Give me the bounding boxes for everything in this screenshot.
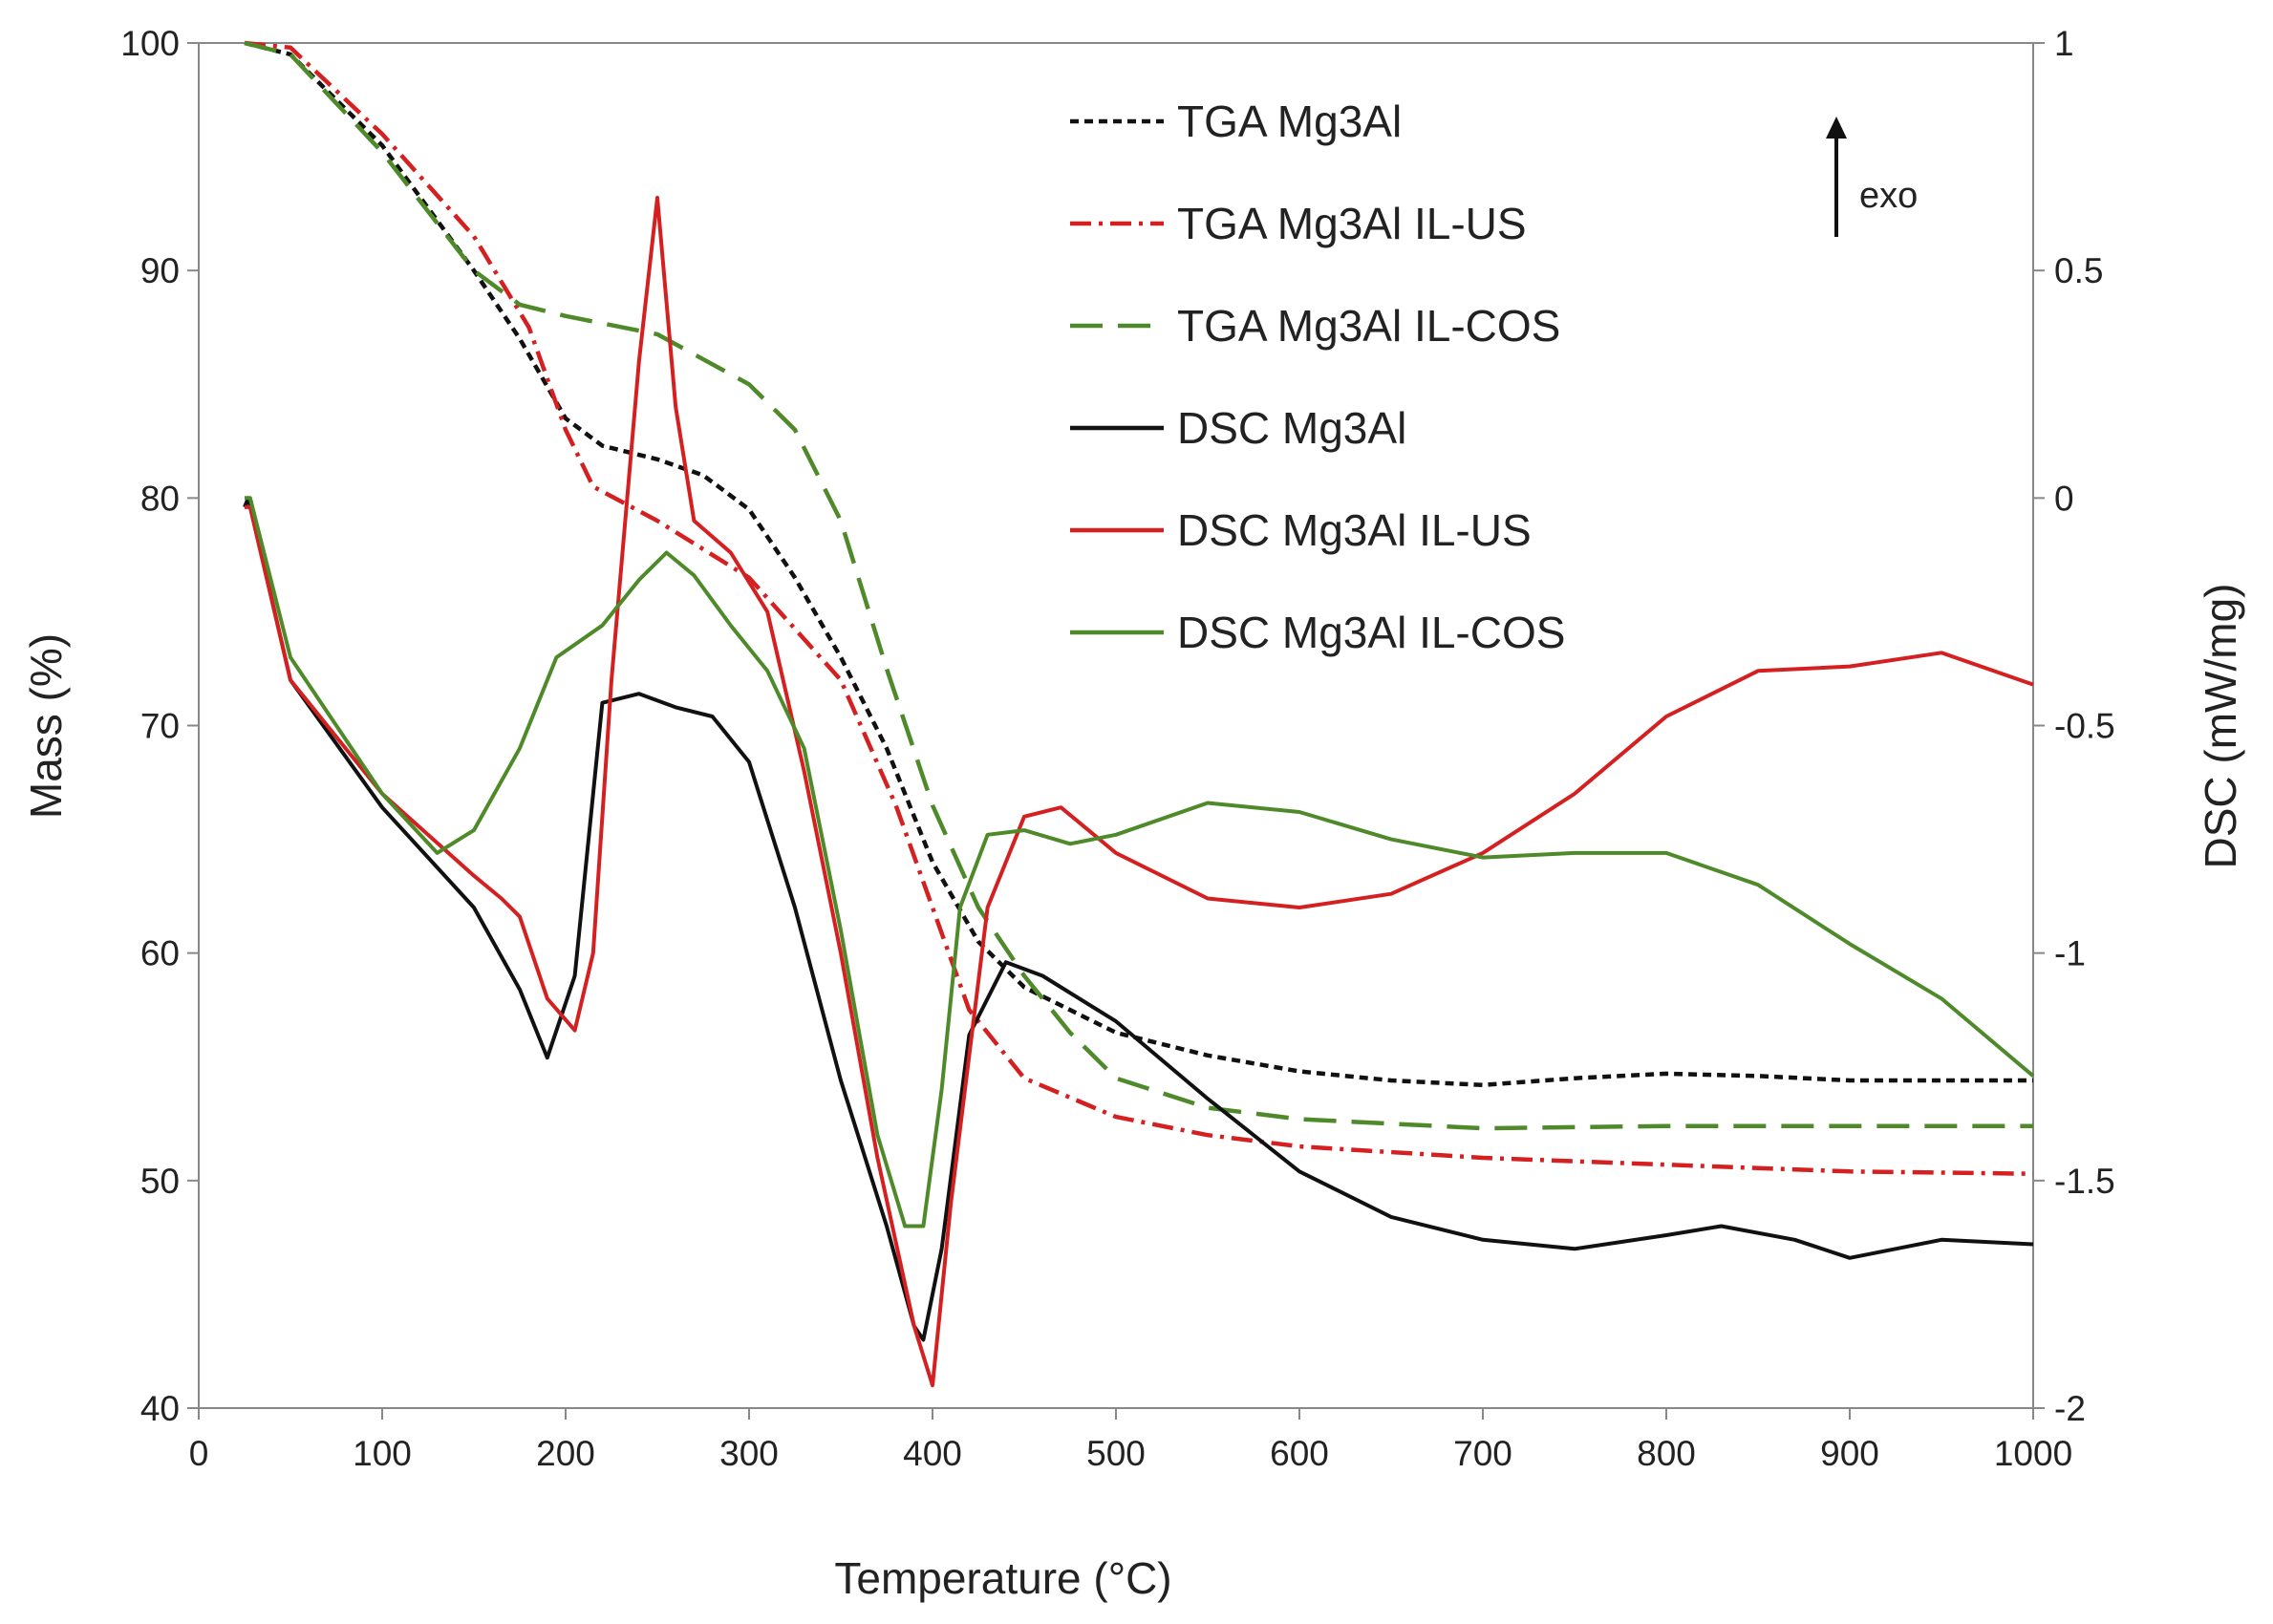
y2-tick-label: -1 bbox=[2054, 934, 2086, 973]
x-tick-label: 100 bbox=[353, 1434, 412, 1473]
legend-dsc-mg3al-il-cos-label: DSC Mg3Al IL-COS bbox=[1177, 608, 1565, 657]
x-tick-label: 1000 bbox=[1994, 1434, 2072, 1473]
y-axis-title: Mass (%) bbox=[21, 633, 71, 819]
y2-axis-ticks: -2 -1.5 -1 -0.5 0 0.5 1 bbox=[2033, 24, 2115, 1428]
legend-tga-mg3al-label: TGA Mg3Al bbox=[1177, 96, 1402, 146]
x-tick-label: 400 bbox=[903, 1434, 962, 1473]
y-tick-label: 50 bbox=[140, 1162, 180, 1201]
legend-tga-mg3al-il-cos-label: TGA Mg3Al IL-COS bbox=[1177, 301, 1560, 351]
plot-frame bbox=[198, 42, 2034, 1409]
x-axis-title: Temperature (°C) bbox=[834, 1553, 1171, 1603]
y2-tick-label: -0.5 bbox=[2054, 707, 2115, 746]
x-tick-label: 800 bbox=[1637, 1434, 1696, 1473]
y2-tick-label: -2 bbox=[2054, 1389, 2086, 1428]
exo-label: exo bbox=[1859, 176, 1918, 216]
series-tga-mg3al-il-us-line bbox=[244, 40, 2034, 1176]
series-tga-mg3al-il-cos-line bbox=[244, 40, 2033, 1131]
series-tga-mg3al-line bbox=[244, 40, 2033, 1088]
x-tick-label: 0 bbox=[189, 1434, 209, 1473]
x-tick-label: 700 bbox=[1453, 1434, 1512, 1473]
y2-axis-title: DSC (mW/mg) bbox=[2196, 584, 2245, 869]
y-tick-label: 60 bbox=[140, 934, 180, 973]
y-tick-label: 40 bbox=[140, 1389, 180, 1428]
exo-annotation: exo bbox=[1826, 117, 1918, 237]
y2-tick-label: 1 bbox=[2054, 24, 2074, 63]
x-tick-label: 600 bbox=[1270, 1434, 1329, 1473]
series-dsc-mg3al-line bbox=[243, 496, 2034, 1342]
legend-tga-mg3al-il-us-label: TGA Mg3Al IL-US bbox=[1177, 199, 1527, 248]
y2-tick-label: 0.5 bbox=[2054, 251, 2103, 290]
series-dsc-mg3al-il-cos-line bbox=[245, 496, 2035, 1229]
series-dsc-mg3al-il-us-line bbox=[245, 196, 2034, 1388]
x-tick-label: 500 bbox=[1086, 1434, 1146, 1473]
exo-arrow-head-icon bbox=[1826, 117, 1847, 139]
plot-border bbox=[198, 42, 2034, 1409]
y-tick-label: 90 bbox=[140, 251, 180, 290]
y2-tick-label: -1.5 bbox=[2054, 1162, 2115, 1201]
legend-dsc-mg3al-il-us-label: DSC Mg3Al IL-US bbox=[1177, 505, 1532, 555]
series-layer bbox=[243, 40, 2035, 1388]
y-tick-label: 80 bbox=[140, 479, 180, 518]
x-axis-ticks: 0 100 200 300 400 500 600 700 800 900 1000 bbox=[189, 1408, 2072, 1473]
y-tick-label: 70 bbox=[140, 707, 180, 746]
y2-tick-label: 0 bbox=[2054, 479, 2074, 518]
y-axis-ticks: 40 50 60 70 80 90 100 bbox=[120, 24, 199, 1428]
legend: TGA Mg3Al TGA Mg3Al IL-US TGA Mg3Al IL-COS… bbox=[1070, 96, 1565, 657]
x-tick-label: 300 bbox=[719, 1434, 779, 1473]
x-tick-label: 200 bbox=[536, 1434, 595, 1473]
legend-dsc-mg3al-label: DSC Mg3Al bbox=[1177, 403, 1406, 453]
x-tick-label: 900 bbox=[1820, 1434, 1879, 1473]
y-tick-label: 100 bbox=[120, 24, 180, 63]
